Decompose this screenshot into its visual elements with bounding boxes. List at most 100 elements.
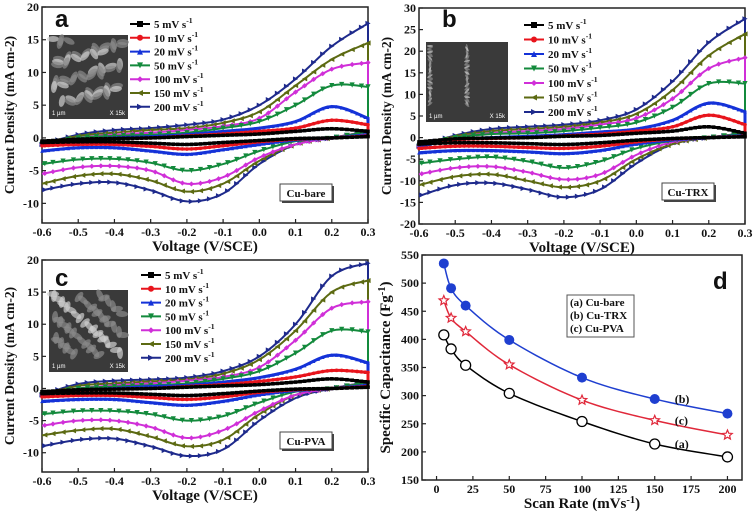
- data-point: [253, 126, 257, 131]
- data-point: [311, 307, 317, 313]
- data-point: [503, 358, 516, 370]
- data-point: [688, 70, 694, 76]
- data-point: [257, 379, 262, 384]
- data-point: [125, 157, 131, 163]
- data-point: [70, 428, 77, 434]
- data-point: [722, 115, 726, 120]
- data-point: [503, 136, 507, 140]
- data-point: [107, 171, 113, 177]
- x-tick-label: -0.5: [446, 226, 465, 240]
- data-point: [157, 145, 162, 149]
- data-point: [355, 121, 359, 125]
- data-point: [302, 309, 308, 316]
- data-point: [307, 136, 311, 141]
- data-point: [548, 134, 553, 139]
- sem-grain: [464, 61, 470, 65]
- legend-marker: [148, 313, 154, 320]
- data-point: [107, 408, 113, 414]
- data-point: [283, 345, 290, 351]
- data-point: [597, 125, 603, 131]
- x-tick-label: -0.1: [214, 225, 233, 239]
- data-point: [229, 118, 235, 124]
- data-point: [243, 132, 248, 137]
- data-point: [161, 438, 167, 444]
- data-point: [99, 136, 103, 141]
- data-point: [574, 193, 581, 199]
- data-point: [279, 392, 285, 398]
- data-point: [743, 109, 747, 114]
- data-point: [225, 143, 230, 148]
- data-point: [726, 58, 732, 64]
- data-point: [161, 447, 167, 454]
- data-point: [462, 144, 467, 148]
- data-point: [629, 159, 635, 165]
- data-point: [711, 125, 716, 129]
- data-point: [292, 89, 299, 95]
- x-tick-label: -0.6: [33, 474, 52, 488]
- data-point: [298, 365, 302, 370]
- data-point: [329, 104, 334, 109]
- data-point: [117, 387, 121, 391]
- data-point: [525, 135, 530, 140]
- data-point: [529, 159, 535, 165]
- data-point: [293, 367, 298, 372]
- data-point: [634, 131, 639, 136]
- sem-grain: [62, 57, 70, 69]
- series-(b): [438, 258, 733, 419]
- data-point: [688, 80, 694, 86]
- data-point: [248, 394, 253, 399]
- data-point: [583, 162, 590, 168]
- data-point: [598, 133, 602, 138]
- data-point: [726, 25, 732, 31]
- data-point: [56, 147, 60, 152]
- data-point: [484, 163, 490, 169]
- data-point: [666, 136, 670, 141]
- data-point: [584, 134, 589, 138]
- legend-marker: [148, 354, 154, 361]
- data-point: [176, 385, 180, 390]
- data-point: [716, 79, 722, 85]
- data-point: [238, 362, 244, 368]
- data-point: [198, 142, 203, 146]
- data-point: [243, 395, 248, 400]
- data-point: [76, 140, 81, 144]
- sem-grain: [116, 310, 128, 318]
- data-point: [423, 142, 428, 146]
- data-point: [363, 115, 368, 119]
- data-point: [157, 141, 162, 146]
- data-point: [470, 132, 476, 138]
- data-point: [51, 389, 55, 393]
- x-tick-label: -0.5: [69, 474, 88, 488]
- data-point: [611, 132, 616, 137]
- data-point: [298, 136, 302, 141]
- data-point: [207, 396, 212, 400]
- data-point: [575, 134, 580, 138]
- data-point: [480, 136, 485, 140]
- data-point: [221, 395, 225, 399]
- data-point: [161, 192, 167, 198]
- data-point: [292, 350, 299, 356]
- data-point: [256, 118, 262, 125]
- data-point: [679, 98, 685, 105]
- data-point: [42, 399, 47, 403]
- data-point: [280, 127, 284, 132]
- sem-grain: [464, 93, 470, 97]
- data-point: [349, 46, 355, 53]
- data-point: [130, 394, 135, 399]
- data-point: [530, 135, 534, 140]
- data-point: [660, 102, 667, 108]
- data-point: [615, 116, 621, 122]
- data-point: [642, 106, 648, 112]
- data-point: [743, 134, 747, 139]
- data-point: [516, 141, 521, 146]
- data-point: [598, 148, 602, 153]
- data-point: [320, 71, 326, 77]
- data-point: [184, 380, 190, 386]
- data-point: [697, 85, 703, 91]
- y-tick-label: 550: [401, 248, 419, 262]
- data-point: [311, 127, 316, 132]
- data-point: [80, 427, 86, 433]
- data-point: [42, 422, 48, 428]
- data-point: [215, 439, 222, 445]
- data-point: [220, 120, 226, 126]
